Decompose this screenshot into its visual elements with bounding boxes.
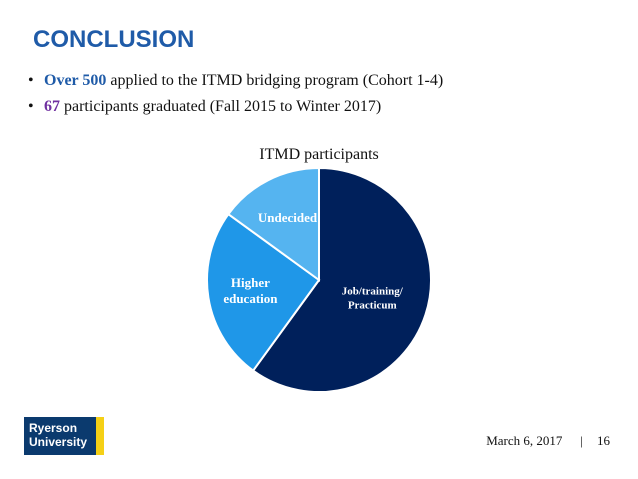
logo-line1: Ryerson (29, 421, 78, 435)
pie-label-1: Higher education (223, 275, 278, 306)
bullet-highlight: 67 (44, 98, 60, 115)
bullet-dot: • (28, 72, 34, 89)
footer-separator: | (580, 433, 583, 448)
footer: March 6, 2017 | 16 (486, 433, 610, 449)
bullet-highlight: Over 500 (44, 72, 107, 89)
logo-line2: University (29, 435, 88, 449)
pie-slice-1 (206, 212, 321, 373)
pie-label-0: Job/training/Practicum (342, 285, 404, 311)
page-number: 16 (597, 433, 610, 448)
bullet-item: • Over 500 applied to the ITMD bridging p… (28, 70, 443, 96)
pie-slice-2 (226, 166, 320, 282)
bullet-dot: • (28, 98, 34, 115)
bullet-item: • 67 participants graduated (Fall 2015 to… (28, 96, 443, 122)
pie-label-2: Undecided (258, 210, 318, 225)
ryerson-logo: Ryerson University (24, 417, 104, 455)
slide-title: CONCLUSION (33, 26, 195, 53)
bullet-text: applied to the ITMD bridging program (Co… (106, 72, 444, 89)
bullet-text: participants graduated (Fall 2015 to Win… (60, 98, 382, 115)
logo-text: Ryerson University (29, 421, 87, 449)
bullet-list: • Over 500 applied to the ITMD bridging p… (28, 70, 443, 122)
chart-title: ITMD participants (259, 146, 379, 163)
footer-date: March 6, 2017 (486, 433, 563, 448)
logo-accent-bar (96, 417, 104, 455)
pie-slice-0 (251, 166, 432, 393)
